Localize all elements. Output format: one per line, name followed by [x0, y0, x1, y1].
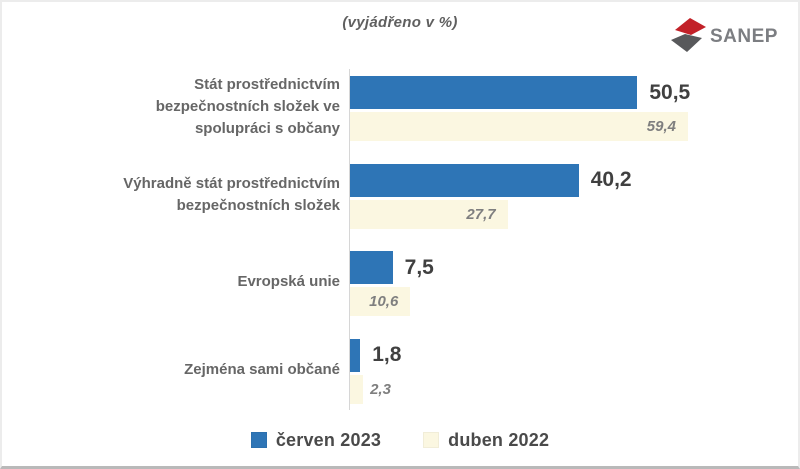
category-label: Evropská unie — [237, 273, 340, 290]
value-label-cerven-2023: 1,8 — [372, 343, 402, 366]
legend-swatch-cerven-2023 — [250, 432, 267, 448]
logo-gray-shape — [671, 34, 702, 52]
bar-cerven-2023 — [350, 163, 579, 197]
bar-duben-2022 — [350, 199, 508, 229]
chart-legend: červen 2023 duben 2022 — [2, 426, 798, 454]
value-label-duben-2022: 27,7 — [466, 205, 496, 223]
bar-cerven-2023 — [350, 76, 638, 109]
legend-item-cerven-2023: červen 2023 — [250, 429, 382, 451]
legend-label-cerven-2023: červen 2023 — [275, 429, 382, 450]
category-label: Stát prostřednictvím bezpečnostních slož… — [155, 76, 340, 137]
category-axis-line — [349, 69, 350, 410]
value-label-duben-2022: 2,3 — [370, 380, 391, 398]
logo-text: SANEP — [710, 26, 778, 47]
bar-duben-2022 — [350, 112, 688, 141]
legend-item-duben-2022: duben 2022 — [423, 430, 549, 451]
value-label-cerven-2023: 50,5 — [649, 80, 691, 104]
bar-duben-2022 — [350, 374, 364, 404]
value-label-cerven-2023: 40,2 — [590, 168, 632, 191]
bar-cerven-2023 — [350, 338, 361, 372]
legend-label-duben-2022: duben 2022 — [448, 429, 550, 450]
chart-title: (vyjádřeno v %) — [342, 14, 458, 31]
logo-red-shape — [675, 18, 706, 35]
category-label: Zejména sami občané — [184, 360, 340, 378]
category-label: Výhradně stát prostřednictvím bezpečnost… — [123, 174, 340, 214]
value-label-cerven-2023: 7,5 — [404, 255, 434, 279]
bar-duben-2022 — [350, 287, 411, 316]
sanep-logo-graphic: SANEP — [671, 18, 778, 52]
sanep-logo: SANEP — [668, 14, 778, 56]
legend-swatch-duben-2022 — [423, 432, 440, 448]
value-label-duben-2022: 10,6 — [369, 293, 399, 310]
value-label-duben-2022: 59,4 — [646, 118, 676, 135]
bar-cerven-2023 — [350, 251, 393, 284]
